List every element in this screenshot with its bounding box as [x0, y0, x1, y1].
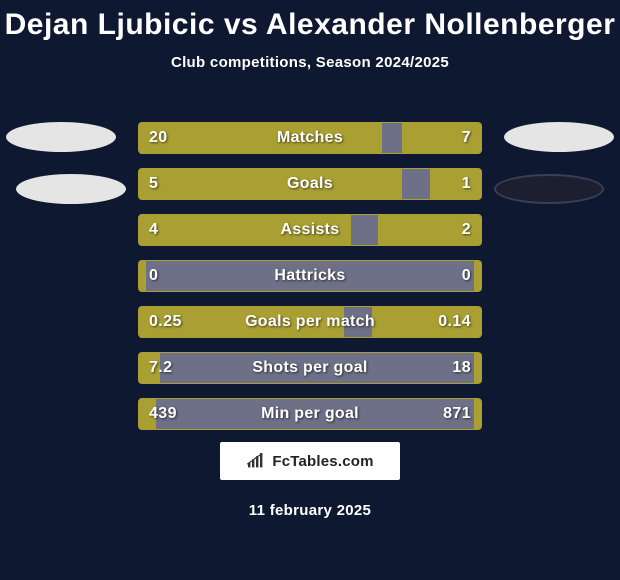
comparison-bars: 207Matches 51Goals 42Assists 00Hattricks 0.2…	[138, 122, 482, 444]
page-title: Dejan Ljubicic vs Alexander Nollenberger	[0, 0, 620, 42]
player1-club-badge	[6, 122, 116, 152]
stat-label: Hattricks	[139, 267, 481, 285]
brand-badge[interactable]: FcTables.com	[220, 442, 400, 480]
date-label: 11 february 2025	[0, 502, 620, 519]
stat-label: Matches	[139, 129, 481, 147]
brand-text: FcTables.com	[272, 453, 373, 470]
player1-nation-badge	[16, 174, 126, 204]
page-subtitle: Club competitions, Season 2024/2025	[0, 54, 620, 71]
stat-row: 42Assists	[138, 214, 482, 246]
player2-club-badge	[504, 122, 614, 152]
stat-row: 439871Min per goal	[138, 398, 482, 430]
stat-label: Shots per goal	[139, 359, 481, 377]
stat-label: Goals	[139, 175, 481, 193]
stat-row: 00Hattricks	[138, 260, 482, 292]
player2-nation-badge	[494, 174, 604, 204]
stat-label: Assists	[139, 221, 481, 239]
stat-row: 7.218Shots per goal	[138, 352, 482, 384]
chart-icon	[246, 453, 266, 469]
stat-row: 0.250.14Goals per match	[138, 306, 482, 338]
stat-label: Min per goal	[139, 405, 481, 423]
stat-row: 51Goals	[138, 168, 482, 200]
stat-row: 207Matches	[138, 122, 482, 154]
stat-label: Goals per match	[139, 313, 481, 331]
